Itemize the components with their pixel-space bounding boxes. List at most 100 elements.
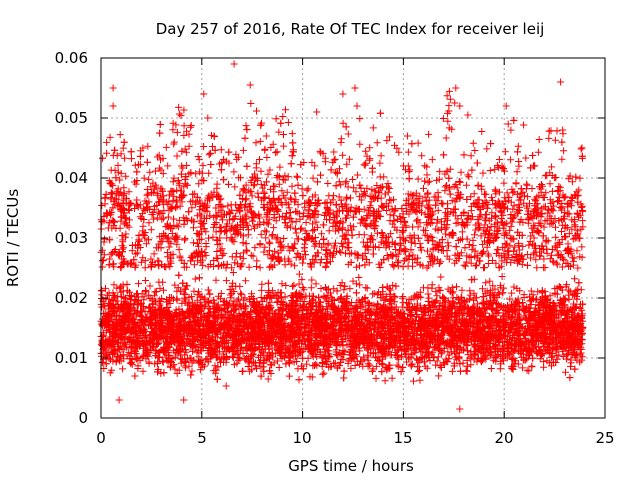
data-point [416,376,424,384]
data-point [454,237,462,244]
data-point [451,99,459,107]
data-point [200,143,208,150]
data-point [126,200,134,208]
data-point [527,301,535,308]
data-point [144,142,152,150]
data-point [141,277,149,284]
data-point [399,299,407,307]
data-point [324,180,332,187]
data-point [103,149,111,157]
data-point [409,192,416,200]
data-point [552,223,559,231]
data-point [523,180,531,188]
data-point [229,269,237,276]
data-point [206,290,214,298]
data-point [568,225,576,233]
data-point [139,367,147,375]
data-point [448,289,456,297]
data-point [404,148,412,156]
data-point [309,220,316,228]
data-point [322,263,330,271]
data-point [354,171,362,179]
data-point [266,166,274,174]
data-point [548,220,556,227]
data-point [362,147,370,155]
chart-title: Day 257 of 2016, Rate Of TEC Index for r… [156,20,545,38]
data-point [437,350,445,358]
data-point [299,259,307,267]
data-point [276,163,284,171]
data-point [198,176,206,184]
data-point [481,190,489,198]
data-point [492,250,500,258]
data-point [304,185,312,193]
data-point [242,277,250,285]
data-point [535,136,543,143]
data-point [256,264,264,272]
data-point [424,290,432,298]
data-point [272,149,280,157]
data-point [263,228,270,236]
data-point [426,220,434,228]
data-point [278,280,286,288]
data-point [424,178,432,186]
data-point [396,246,403,254]
data-point [153,214,161,222]
data-point [528,185,536,192]
data-point [404,262,412,270]
data-point [103,138,111,146]
data-point [128,155,135,163]
data-point [158,237,166,245]
data-point [284,173,292,181]
data-point [558,155,566,163]
data-point [510,283,518,291]
data-point [297,224,305,232]
data-point [256,156,263,163]
data-point [120,244,127,252]
data-point [231,183,239,191]
data-point [393,361,401,369]
data-point [578,243,586,251]
data-point [154,257,162,265]
data-point [220,250,228,258]
data-point [438,199,446,207]
data-point [335,178,343,186]
data-point [258,280,266,288]
data-point [289,282,297,290]
data-point [478,128,486,135]
data-point [342,249,349,257]
data-point [158,357,166,365]
data-point [260,248,268,256]
data-point [471,147,479,154]
data-point [181,235,189,243]
data-point [376,264,384,271]
data-point [106,133,114,141]
data-point [471,231,478,239]
data-point [553,261,561,269]
data-point [420,184,427,192]
data-point [352,263,360,271]
data-point [423,171,431,179]
data-point [467,152,475,160]
data-point [278,187,286,195]
data-point [319,370,327,378]
data-point [195,156,203,164]
data-point [216,247,224,255]
data-point [317,285,325,292]
data-point [197,223,205,231]
data-point [562,368,569,376]
data-point [119,365,127,373]
data-point [290,281,298,289]
data-point [372,374,380,382]
data-point [282,282,290,289]
data-point [444,117,452,125]
data-point [219,216,226,224]
data-point [175,103,183,111]
data-point [339,119,347,127]
data-point [241,211,249,219]
data-point [383,207,391,214]
data-point [265,238,273,246]
data-point [191,275,199,283]
data-point [347,364,355,372]
data-point [293,172,301,180]
